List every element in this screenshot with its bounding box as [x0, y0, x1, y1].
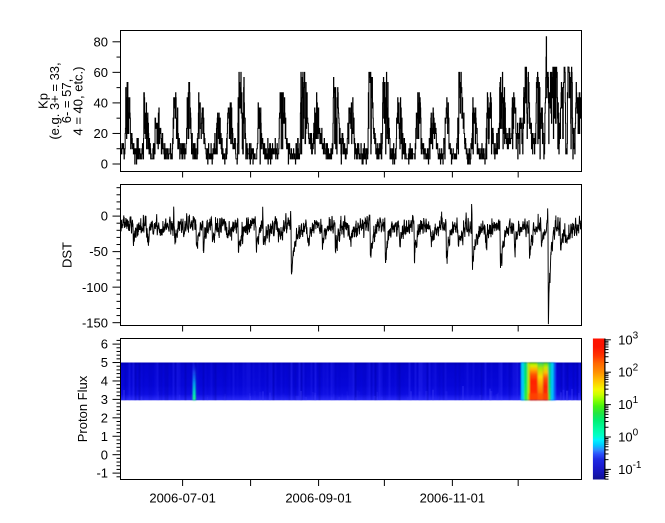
svg-text:-50: -50 [89, 244, 108, 259]
svg-text:60: 60 [94, 65, 108, 80]
svg-text:2006-09-01: 2006-09-01 [285, 491, 352, 506]
svg-text:6: 6 [101, 337, 108, 352]
svg-text:0: 0 [101, 209, 108, 224]
svg-text:(e.g. 3+ = 33,: (e.g. 3+ = 33, [47, 62, 62, 139]
svg-text:Kp: Kp [36, 93, 51, 109]
svg-text:80: 80 [94, 34, 108, 49]
svg-text:-150: -150 [82, 315, 108, 330]
svg-text:4 = 40, etc.): 4 = 40, etc.) [70, 66, 85, 135]
svg-text:20: 20 [94, 126, 108, 141]
svg-text:2006-11-01: 2006-11-01 [420, 491, 486, 506]
svg-text:40: 40 [94, 96, 108, 111]
svg-text:DST: DST [60, 242, 75, 268]
svg-text:2006-07-01: 2006-07-01 [149, 491, 216, 506]
svg-text:0: 0 [101, 447, 108, 462]
svg-text:3: 3 [101, 392, 108, 407]
svg-text:0: 0 [101, 157, 108, 172]
svg-text:-1: -1 [96, 466, 108, 481]
svg-text:1: 1 [101, 429, 108, 444]
svg-text:2: 2 [101, 410, 108, 425]
svg-text:Proton Flux: Proton Flux [75, 375, 90, 442]
svg-text:4: 4 [101, 374, 108, 389]
svg-text:5: 5 [101, 355, 108, 370]
svg-text:-100: -100 [82, 280, 108, 295]
svg-text:6- = 57,: 6- = 57, [59, 79, 74, 123]
